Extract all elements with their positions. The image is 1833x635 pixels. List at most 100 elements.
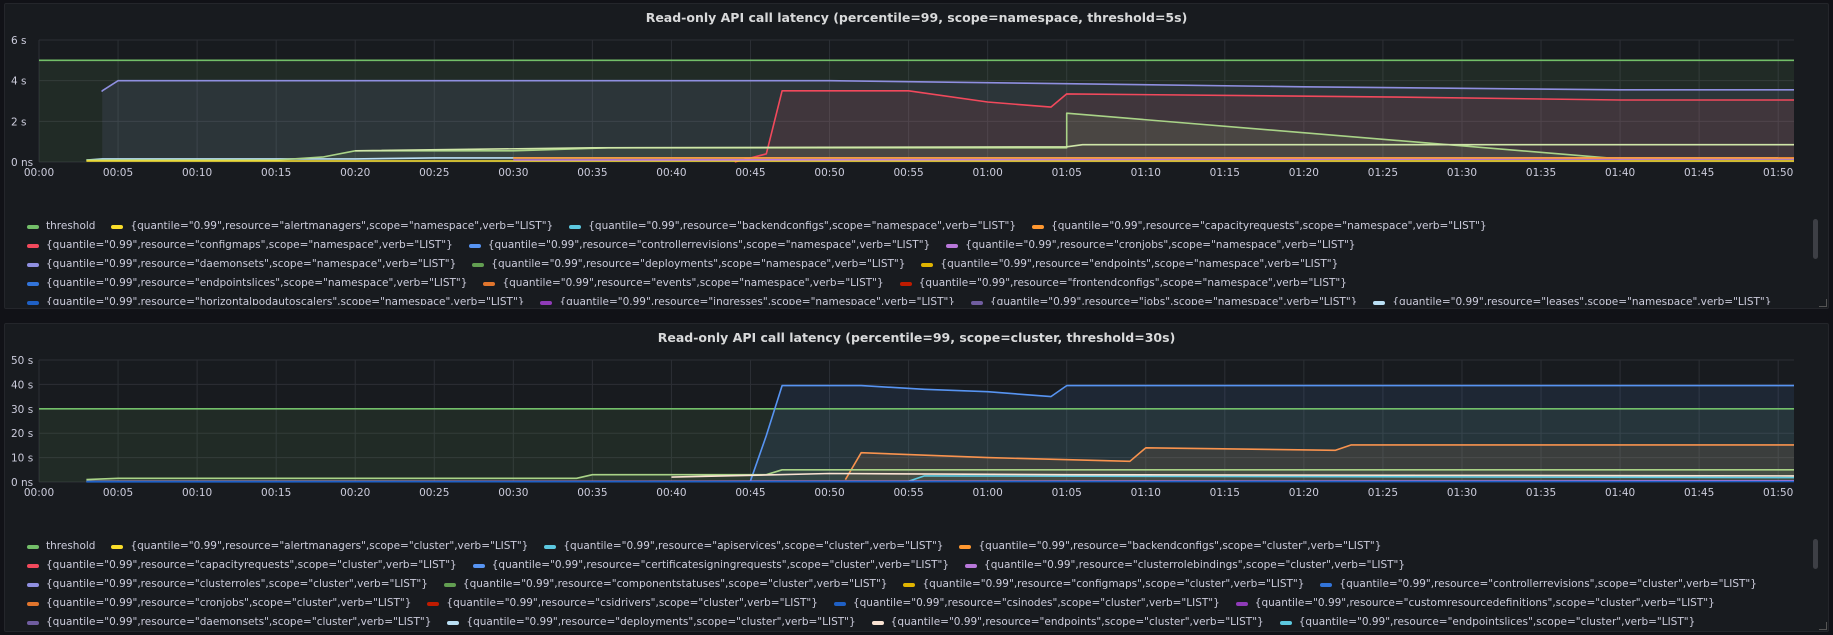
legend-label: {quantile="0.99",resource="backendconfig… — [588, 217, 1016, 236]
x-tick-label: 01:15 — [1210, 167, 1240, 179]
panel-resize-handle[interactable] — [1819, 299, 1827, 307]
x-tick-label: 01:35 — [1526, 167, 1556, 179]
legend-label: {quantile="0.99",resource="deployments",… — [491, 255, 905, 274]
legend-item[interactable]: {quantile="0.99",resource="ingresses",sc… — [538, 293, 955, 305]
x-tick-label: 00:50 — [814, 167, 844, 179]
legend-label: {quantile="0.99",resource="configmaps",s… — [922, 575, 1304, 594]
x-tick-label: 00:10 — [182, 487, 212, 499]
legend-swatch — [472, 263, 484, 267]
legend-swatch — [483, 282, 495, 286]
legend-label: {quantile="0.99",resource="componentstat… — [463, 575, 888, 594]
series-line — [513, 159, 1794, 160]
legend-item[interactable]: threshold — [25, 537, 95, 556]
legend-item[interactable]: {quantile="0.99",resource="endpoints",sc… — [919, 255, 1338, 274]
x-tick-label: 01:25 — [1368, 487, 1398, 499]
y-tick-label: 4 s — [11, 76, 27, 88]
x-tick-label: 01:40 — [1605, 487, 1635, 499]
x-tick-label: 01:30 — [1447, 487, 1477, 499]
cluster-latency-chart: 0 ns10 s20 s30 s40 s50 s00:00 00:05 00:10 0… — [5, 324, 1829, 534]
legend-swatch — [921, 263, 933, 267]
legend-swatch — [971, 301, 983, 305]
x-tick-label: 00:20 — [340, 487, 370, 499]
legend-item[interactable]: {quantile="0.99",resource="daemonsets",s… — [25, 613, 431, 628]
namespace-latency-chart: 0 ns2 s4 s6 s00:00 00:05 00:10 00:15 00:20 00… — [5, 4, 1829, 214]
x-tick-label: 01:20 — [1289, 167, 1319, 179]
legend-label: {quantile="0.99",resource="clusterroles"… — [46, 575, 428, 594]
legend-item[interactable]: {quantile="0.99",resource="backendconfig… — [567, 217, 1016, 236]
legend-label: {quantile="0.99",resource="alertmanagers… — [130, 217, 553, 236]
legend-label: {quantile="0.99",resource="configmaps",s… — [46, 236, 453, 255]
legend-item[interactable]: {quantile="0.99",resource="cronjobs",sco… — [944, 236, 1355, 255]
legend-item[interactable]: {quantile="0.99",resource="horizontalpod… — [25, 293, 524, 305]
legend-item[interactable]: {quantile="0.99",resource="configmaps",s… — [901, 575, 1304, 594]
x-tick-label: 00:15 — [261, 167, 291, 179]
legend-item[interactable]: {quantile="0.99",resource="deployments",… — [470, 255, 905, 274]
legend-label: {quantile="0.99",resource="leases",scope… — [1392, 293, 1771, 305]
legend-label: {quantile="0.99",resource="controllerrev… — [488, 236, 930, 255]
legend-item[interactable]: {quantile="0.99",resource="controllerrev… — [1318, 575, 1757, 594]
legend-label: {quantile="0.99",resource="capacityreque… — [46, 556, 457, 575]
legend-item[interactable]: {quantile="0.99",resource="csinodes",sco… — [832, 594, 1220, 613]
legend-swatch — [834, 602, 846, 606]
x-tick-label: 00:40 — [656, 487, 686, 499]
legend-item[interactable]: {quantile="0.99",resource="clusterrolebi… — [963, 556, 1405, 575]
legend-item[interactable]: {quantile="0.99",resource="daemonsets",s… — [25, 255, 456, 274]
legend-item[interactable]: {quantile="0.99",resource="frontendconfi… — [898, 274, 1347, 293]
legend-item[interactable]: {quantile="0.99",resource="alertmanagers… — [109, 537, 528, 556]
x-tick-label: 00:00 — [24, 487, 54, 499]
legend-item[interactable]: {quantile="0.99",resource="alertmanagers… — [109, 217, 553, 236]
legend-item[interactable]: {quantile="0.99",resource="csidrivers",s… — [425, 594, 818, 613]
x-tick-label: 01:00 — [973, 487, 1003, 499]
x-tick-label: 01:50 — [1763, 167, 1793, 179]
legend-item[interactable]: {quantile="0.99",resource="leases",scope… — [1371, 293, 1771, 305]
legend-swatch — [27, 621, 39, 625]
legend-item[interactable]: {quantile="0.99",resource="backendconfig… — [957, 537, 1381, 556]
legend-item[interactable]: {quantile="0.99",resource="deployments",… — [445, 613, 855, 628]
legend-swatch — [959, 545, 971, 549]
x-tick-label: 00:35 — [577, 167, 607, 179]
y-tick-label: 20 s — [11, 428, 33, 440]
chart-legend: threshold {quantile="0.99",resource="aler… — [25, 537, 1802, 628]
legend-item[interactable]: {quantile="0.99",resource="controllerrev… — [467, 236, 930, 255]
legend-item[interactable]: {quantile="0.99",resource="endpointslice… — [25, 274, 467, 293]
legend-scrollbar[interactable] — [1813, 219, 1818, 259]
x-tick-label: 01:45 — [1684, 167, 1714, 179]
legend-item[interactable]: {quantile="0.99",resource="jobs",scope="… — [969, 293, 1357, 305]
x-tick-label: 00:20 — [340, 167, 370, 179]
x-tick-label: 00:45 — [735, 487, 765, 499]
x-tick-label: 00:00 — [24, 167, 54, 179]
legend-label: {quantile="0.99",resource="horizontalpod… — [46, 293, 524, 305]
legend-label: {quantile="0.99",resource="daemonsets",s… — [46, 255, 456, 274]
legend-swatch — [1280, 621, 1292, 625]
legend-item[interactable]: {quantile="0.99",resource="capacityreque… — [25, 556, 457, 575]
legend-item[interactable]: {quantile="0.99",resource="endpointslice… — [1278, 613, 1696, 628]
legend-item[interactable]: {quantile="0.99",resource="cronjobs",sco… — [25, 594, 411, 613]
x-tick-label: 00:40 — [656, 167, 686, 179]
x-tick-label: 00:55 — [893, 167, 923, 179]
legend-item[interactable]: {quantile="0.99",resource="configmaps",s… — [25, 236, 453, 255]
legend-item[interactable]: threshold — [25, 217, 95, 236]
legend-item[interactable]: {quantile="0.99",resource="endpoints",sc… — [870, 613, 1264, 628]
legend-swatch — [27, 564, 39, 568]
legend-swatch — [900, 282, 912, 286]
x-tick-label: 01:35 — [1526, 487, 1556, 499]
legend-item[interactable]: {quantile="0.99",resource="componentstat… — [442, 575, 888, 594]
legend-item[interactable]: {quantile="0.99",resource="certificatesi… — [471, 556, 949, 575]
legend-item[interactable]: {quantile="0.99",resource="customresourc… — [1234, 594, 1715, 613]
legend-label: {quantile="0.99",resource="endpointslice… — [46, 274, 467, 293]
legend-label: {quantile="0.99",resource="jobs",scope="… — [990, 293, 1357, 305]
legend-swatch — [27, 244, 39, 248]
x-tick-label: 00:55 — [893, 487, 923, 499]
legend-item[interactable]: {quantile="0.99",resource="events",scope… — [481, 274, 883, 293]
legend-label: {quantile="0.99",resource="alertmanagers… — [130, 537, 528, 556]
legend-swatch — [27, 545, 39, 549]
legend-item[interactable]: {quantile="0.99",resource="apiservices",… — [542, 537, 943, 556]
legend-scrollbar[interactable] — [1813, 539, 1818, 569]
y-tick-label: 10 s — [11, 453, 33, 465]
x-tick-label: 00:25 — [419, 167, 449, 179]
legend-item[interactable]: {quantile="0.99",resource="capacityreque… — [1030, 217, 1487, 236]
legend-swatch — [27, 225, 39, 229]
x-tick-label: 00:35 — [577, 487, 607, 499]
panel-resize-handle[interactable] — [1819, 622, 1827, 630]
legend-item[interactable]: {quantile="0.99",resource="clusterroles"… — [25, 575, 428, 594]
